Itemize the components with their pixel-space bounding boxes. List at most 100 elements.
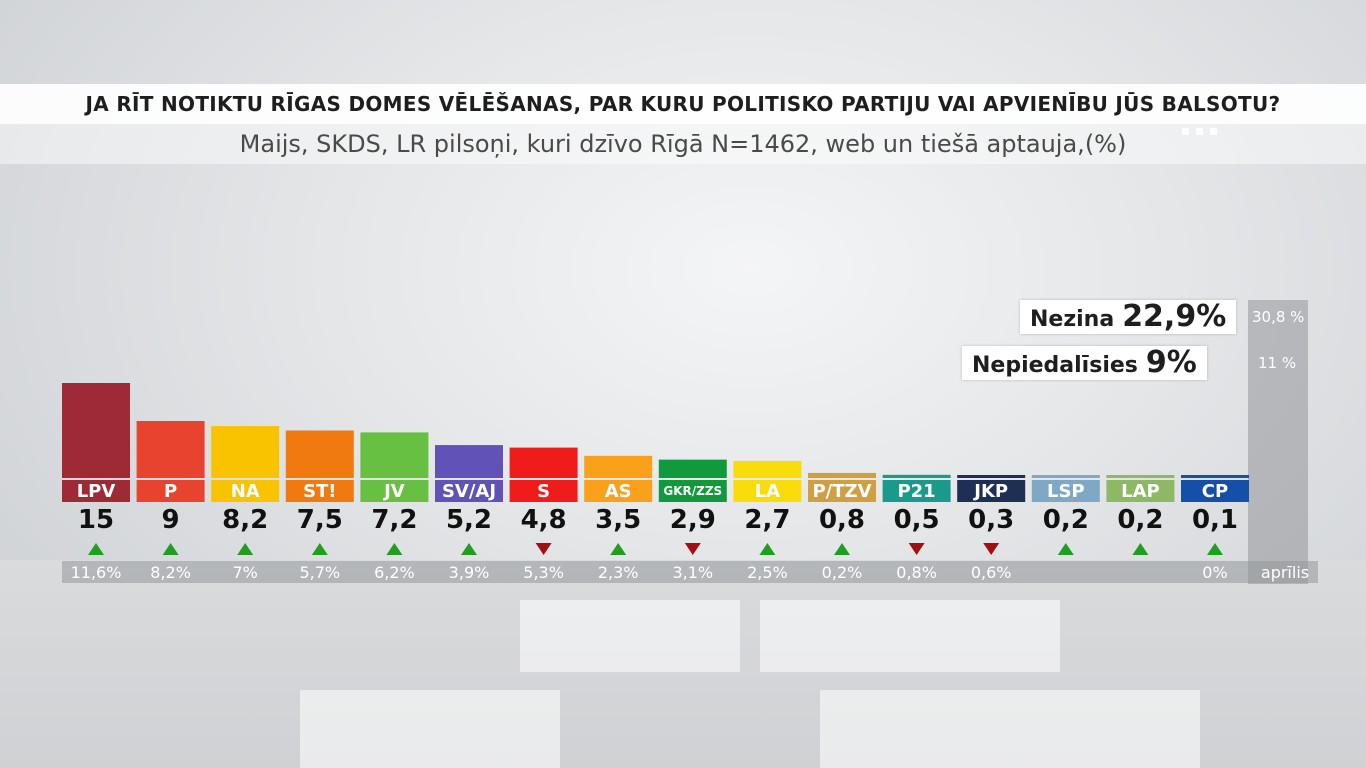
- bar-5: [435, 445, 503, 478]
- trend-up-icon-13: [1057, 543, 1074, 555]
- category-chip-8: [658, 480, 727, 502]
- bar-3: [285, 430, 354, 478]
- previous-value-7: 2,3%: [598, 563, 639, 582]
- category-chip-14: [1106, 480, 1175, 502]
- nezina-box: Nezina 22,9%: [1020, 299, 1237, 334]
- category-chip-4: [360, 480, 429, 502]
- value-label-14: 0,2: [1117, 505, 1163, 535]
- nezina-previous-value: 30,8 %: [1252, 308, 1305, 326]
- previous-value-1: 8,2%: [150, 563, 191, 582]
- bar-6: [509, 447, 578, 478]
- nepiedalisies-label: Nepiedalīsies: [972, 353, 1138, 378]
- bar-14: [1106, 475, 1175, 478]
- previous-value-3: 5,7%: [299, 563, 340, 582]
- trend-up-icon-7: [610, 543, 627, 555]
- category-label-9: LA: [755, 481, 780, 502]
- category-label-4: JV: [382, 481, 405, 502]
- value-label-8: 2,9: [670, 505, 716, 535]
- category-label-10: P/TZV: [812, 481, 871, 502]
- value-label-4: 7,2: [371, 505, 417, 535]
- previous-value-11: 0,8%: [896, 563, 937, 582]
- category-label-3: ST!: [303, 481, 336, 502]
- category-chip-10: [808, 480, 876, 502]
- category-chip-12: [957, 480, 1026, 502]
- bar-7: [584, 455, 653, 478]
- value-label-5: 5,2: [446, 505, 492, 535]
- previous-value-10: 0,2%: [822, 563, 863, 582]
- value-label-1: 9: [162, 505, 180, 535]
- background-floor: [0, 560, 1366, 768]
- menu-dots-icon: [1182, 120, 1224, 139]
- previous-undecided-column: [1248, 300, 1308, 584]
- bar-4: [360, 432, 429, 478]
- bar-0: [62, 383, 130, 478]
- category-chip-6: [509, 480, 578, 502]
- value-label-12: 0,3: [968, 505, 1014, 535]
- category-label-2: NA: [231, 481, 260, 502]
- previous-period-label: aprīlis: [1261, 563, 1309, 582]
- value-label-0: 15: [78, 505, 114, 535]
- category-label-14: LAP: [1121, 481, 1160, 502]
- bar-11: [882, 474, 951, 478]
- category-chip-11: [882, 480, 951, 502]
- category-chip-9: [733, 480, 802, 502]
- nezina-value: 22,9%: [1122, 299, 1227, 334]
- subtitle-bar: [0, 124, 1366, 164]
- nepiedalisies-box: Nepiedalīsies 9%: [962, 346, 1207, 380]
- trend-up-icon-1: [162, 543, 179, 555]
- category-label-0: LPV: [77, 481, 116, 502]
- trend-down-icon-8: [684, 543, 701, 555]
- previous-value-2: 7%: [233, 563, 258, 582]
- bar-15: [1181, 475, 1249, 478]
- category-label-12: JKP: [972, 481, 1008, 502]
- category-label-5: SV/AJ: [442, 481, 496, 502]
- previous-value-5: 3,9%: [449, 563, 490, 582]
- trend-up-icon-10: [834, 543, 850, 555]
- value-label-6: 4,8: [521, 505, 567, 535]
- trend-up-icon-2: [237, 543, 254, 555]
- value-label-3: 7,5: [297, 505, 343, 535]
- previous-value-6: 5,3%: [523, 563, 564, 582]
- previous-value-9: 2,5%: [747, 563, 788, 582]
- trend-up-icon-9: [759, 543, 776, 555]
- category-label-8: GKR/ZZS: [663, 484, 722, 498]
- category-label-6: S: [537, 481, 550, 502]
- title-bar: [0, 84, 1366, 124]
- bar-9: [733, 460, 802, 478]
- trend-up-icon-0: [88, 543, 104, 555]
- category-chip-1: [136, 480, 205, 502]
- previous-values-strip: [62, 561, 1318, 583]
- trend-up-icon-15: [1207, 543, 1223, 555]
- category-chip-5: [435, 480, 503, 502]
- category-chip-3: [285, 480, 354, 502]
- value-label-10: 0,8: [819, 505, 865, 535]
- previous-value-0: 11,6%: [71, 563, 122, 582]
- value-label-2: 8,2: [222, 505, 268, 535]
- category-label-15: CP: [1202, 481, 1228, 502]
- value-label-15: 0,1: [1192, 505, 1238, 535]
- value-label-13: 0,2: [1043, 505, 1089, 535]
- category-chip-2: [211, 480, 280, 502]
- category-label-13: LSP: [1047, 481, 1085, 502]
- bar-10: [808, 472, 876, 478]
- bar-1: [136, 421, 205, 478]
- nepiedalisies-previous-value: 11 %: [1258, 354, 1297, 372]
- trend-up-icon-3: [311, 543, 328, 555]
- bar-2: [211, 426, 280, 478]
- category-chip-15: [1181, 480, 1249, 502]
- value-label-9: 2,7: [744, 505, 790, 535]
- bar-8: [658, 459, 727, 478]
- trend-down-icon-12: [983, 543, 1000, 555]
- chart-title: JA RĪT NOTIKTU RĪGAS DOMES VĒLĒŠANAS, PA…: [85, 92, 1281, 116]
- value-label-11: 0,5: [894, 505, 940, 535]
- trend-down-icon-6: [535, 543, 552, 555]
- category-label-7: AS: [605, 481, 632, 502]
- trend-up-icon-4: [386, 543, 403, 555]
- category-chip-7: [584, 480, 653, 502]
- trend-down-icon-11: [908, 543, 925, 555]
- bar-13: [1031, 475, 1100, 478]
- chart-subtitle: Maijs, SKDS, LR pilsoņi, kuri dzīvo Rīgā…: [239, 130, 1127, 158]
- previous-value-12: 0,6%: [971, 563, 1012, 582]
- nepiedalisies-value: 9%: [1145, 345, 1197, 380]
